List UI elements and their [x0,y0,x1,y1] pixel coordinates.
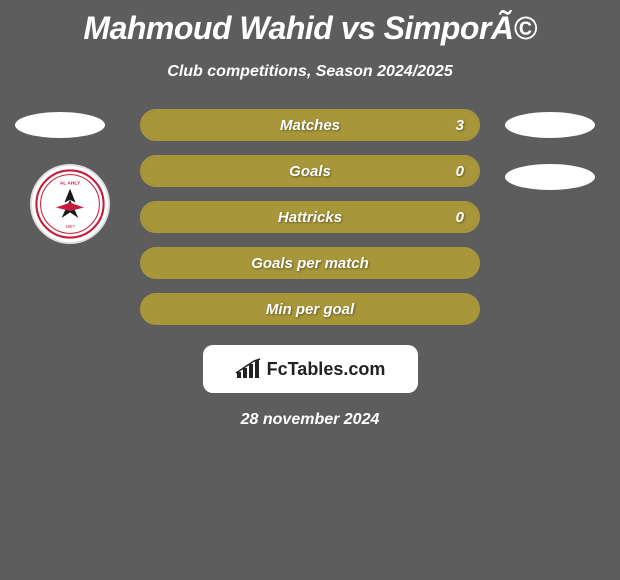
stat-bar-min-per-goal: Min per goal [140,293,480,325]
stat-label: Goals [289,163,331,180]
svg-text:1907: 1907 [65,224,75,229]
stat-label: Hattricks [278,209,342,226]
brand-text: FcTables.com [267,359,386,380]
brand-attribution: FcTables.com [203,345,418,393]
player-right-placeholder-2 [505,164,595,190]
stat-bars: Matches 3 Goals 0 Hattricks 0 Goals per … [140,109,480,325]
al-ahly-crest-icon: AL AHLY 1907 [35,169,105,239]
stat-bar-goals-per-match: Goals per match [140,247,480,279]
stat-bar-goals: Goals 0 [140,155,480,187]
stat-value: 3 [456,117,464,134]
stat-bar-hattricks: Hattricks 0 [140,201,480,233]
date-label: 28 november 2024 [0,411,620,429]
stat-label: Matches [280,117,340,134]
comparison-content: AL AHLY 1907 Matches 3 Goals 0 Hattricks… [0,109,620,325]
stat-value: 0 [456,163,464,180]
stat-bar-matches: Matches 3 [140,109,480,141]
subtitle: Club competitions, Season 2024/2025 [0,63,620,81]
stat-label: Min per goal [266,301,354,318]
page-title: Mahmoud Wahid vs SimporÃ© [0,0,620,47]
stat-value: 0 [456,209,464,226]
player-right-placeholder-1 [505,112,595,138]
stat-label: Goals per match [251,255,369,272]
player-left-placeholder [15,112,105,138]
svg-text:AL AHLY: AL AHLY [60,180,81,186]
club-badge-left: AL AHLY 1907 [30,164,110,244]
bar-chart-icon [235,358,261,380]
